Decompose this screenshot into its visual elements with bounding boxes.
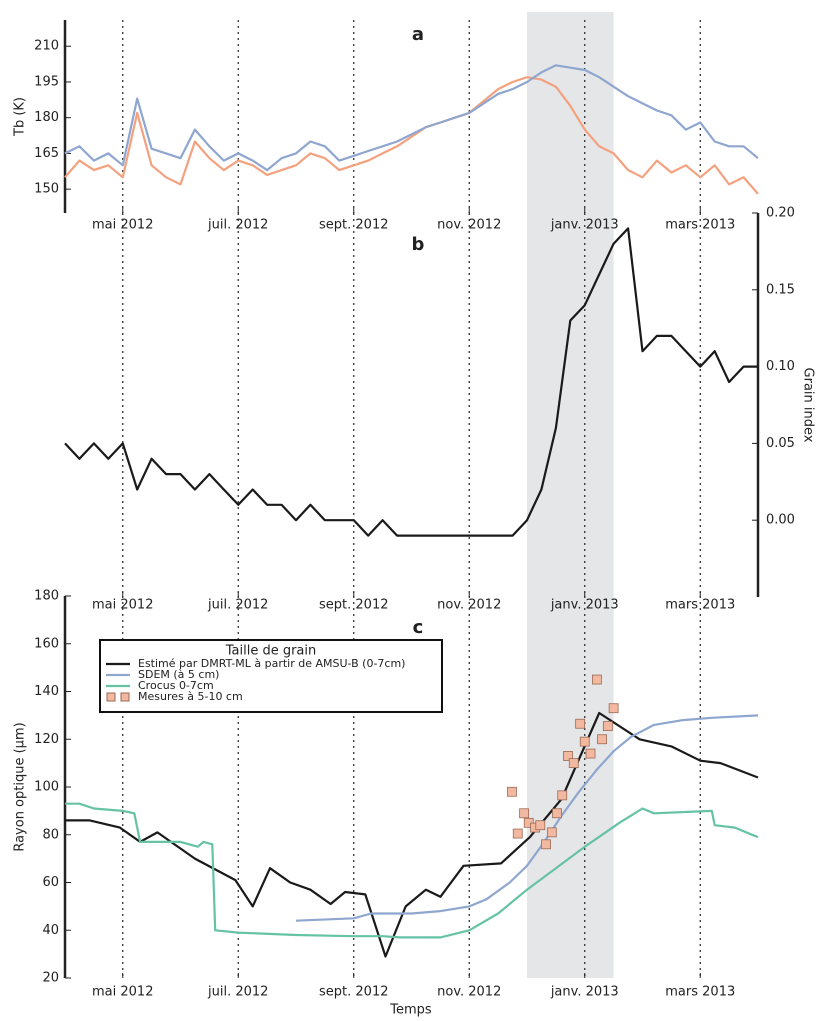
x-tick-label: nov. 2012 <box>437 598 501 613</box>
y-tick-label: 180 <box>34 589 59 604</box>
y-tick-label: 140 <box>34 684 59 699</box>
panel-letter: b <box>412 234 425 255</box>
legend-label: SDEM (à 5 cm) <box>138 668 219 681</box>
legend-label: Estimé par DMRT-ML à partir de AMSU-B (0… <box>138 657 405 670</box>
y-tick-label: 80 <box>42 827 59 842</box>
measurement-point <box>575 718 586 729</box>
y-tick-label: 210 <box>34 39 59 54</box>
measurement-point <box>557 790 568 801</box>
x-tick-label: mai 2012 <box>92 985 153 1000</box>
y-tick-label: 20 <box>42 971 59 986</box>
measurement-point <box>591 674 602 685</box>
x-tick-label: janv. 2013 <box>550 598 619 613</box>
measurement-point <box>552 808 562 819</box>
x-tick-label: mars 2013 <box>665 598 735 613</box>
series-line <box>64 64 759 172</box>
panel-letter: c <box>413 617 424 638</box>
measurement-point <box>608 703 619 714</box>
measurement-point <box>568 758 579 769</box>
y-tick-label: 120 <box>34 732 59 747</box>
y-tick-label: 160 <box>34 636 59 651</box>
y-tick-label: 60 <box>42 875 59 890</box>
measurement-point <box>546 827 557 838</box>
measurement-point <box>597 734 607 745</box>
measurement-point <box>602 721 613 732</box>
y-tick-label: 180 <box>34 110 59 125</box>
series-line <box>65 802 759 939</box>
panel-letter: a <box>412 24 424 45</box>
legend-label: Mesures à 5-10 cm <box>138 690 243 703</box>
x-tick-label: juil. 2012 <box>207 598 268 613</box>
measurement-point <box>563 751 573 761</box>
legend-box <box>99 639 443 713</box>
y-tick-label: 0.20 <box>766 206 795 221</box>
legend-label: Crocus 0-7cm <box>138 679 214 692</box>
x-tick-label: nov. 2012 <box>437 985 501 1000</box>
y-axis-label: Rayon optique (μm) <box>13 722 28 851</box>
measurement-point <box>579 736 590 747</box>
x-tick-label: sept. 2012 <box>319 985 388 1000</box>
y-tick-label: 165 <box>34 146 59 161</box>
legend-swatch <box>120 692 130 702</box>
y-tick-label: 0.05 <box>766 436 795 451</box>
shaded-span <box>527 12 614 213</box>
x-tick-label: janv. 2013 <box>550 985 619 1000</box>
series-line <box>64 76 759 195</box>
legend-title: Taille de grain <box>225 644 317 659</box>
shaded-span <box>527 596 614 978</box>
y-tick-label: 0.10 <box>766 359 795 374</box>
y-tick-label: 0.00 <box>766 513 795 528</box>
x-axis-label: Temps <box>389 1003 432 1018</box>
y-tick-label: 195 <box>34 74 59 89</box>
x-tick-label: sept. 2012 <box>319 598 388 613</box>
measurement-point <box>541 839 551 850</box>
x-tick-label: mars 2013 <box>665 985 735 1000</box>
measurement-point <box>535 820 546 831</box>
measurement-point <box>519 808 530 819</box>
y-tick-label: 0.15 <box>766 282 795 297</box>
measurement-point <box>585 748 596 759</box>
x-tick-label: juil. 2012 <box>207 985 268 1000</box>
series-line <box>65 711 759 958</box>
y-tick-label: 40 <box>42 923 59 938</box>
y-tick-label: 100 <box>34 780 59 795</box>
measurement-point <box>507 786 517 797</box>
y-axis-label: Tb (K) <box>13 97 28 137</box>
measurement-point <box>512 828 523 839</box>
series-line <box>64 227 758 537</box>
x-tick-label: mai 2012 <box>92 598 153 613</box>
y-axis-label: Grain index <box>801 368 816 443</box>
y-tick-label: 150 <box>34 182 59 197</box>
legend-swatch <box>106 692 116 702</box>
